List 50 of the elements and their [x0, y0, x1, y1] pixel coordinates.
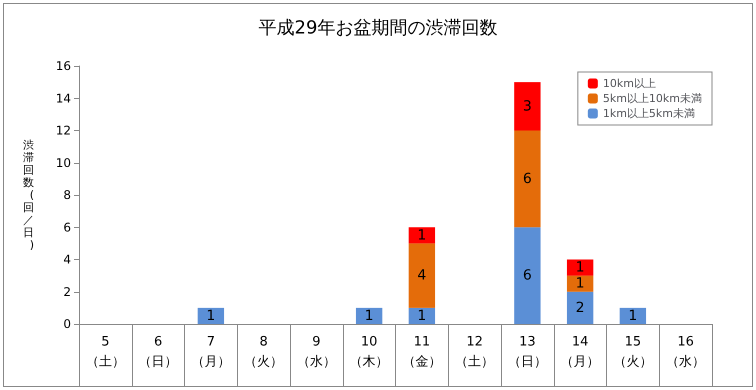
data-label: 1 — [417, 227, 426, 244]
bar — [566, 260, 594, 276]
y-tick-label: 8 — [63, 188, 71, 202]
data-label: 6 — [522, 268, 532, 284]
bar — [408, 227, 436, 244]
bar — [566, 276, 594, 292]
data-label: 1 — [576, 260, 585, 276]
x-tick-label: 11 （金） — [402, 334, 442, 370]
x-tick-label: 9 （水） — [296, 334, 336, 370]
x-tick-label: 16 （水） — [666, 334, 706, 370]
y-tick-label: 2 — [63, 284, 71, 299]
data-label: 2 — [576, 300, 585, 316]
chart-title: 平成29年お盆期間の渋滞回数 — [258, 18, 498, 38]
data-label: 1 — [417, 308, 426, 324]
y-tick-label: 6 — [63, 220, 71, 234]
x-tick-label: 8 （火） — [244, 334, 284, 370]
x-tick-label: 7 （月） — [191, 334, 230, 370]
bar — [198, 308, 224, 324]
data-label: 1 — [628, 308, 638, 324]
x-tick-label: 14 （月） — [560, 334, 600, 370]
y-tick-label: 14 — [56, 91, 71, 106]
bar — [514, 82, 541, 130]
text: 渋滞回数(回／日) — [23, 138, 34, 252]
bar — [514, 130, 541, 228]
data-label: 3 — [522, 98, 532, 114]
x-tick-label: 5 （土） — [86, 334, 125, 370]
data-label: 1 — [576, 276, 585, 292]
bar — [620, 308, 646, 324]
x-tick-label: 13 （日） — [508, 334, 547, 370]
legend-label: 5km以上10km未満 — [602, 92, 702, 105]
legend-label: 1km以上5km未満 — [602, 107, 696, 120]
y-tick-label: 0 — [63, 317, 71, 331]
y-tick-label: 16 — [56, 59, 71, 73]
y-tick-label: 4 — [63, 252, 71, 266]
data-label: 4 — [417, 268, 426, 284]
data-label: 6 — [522, 170, 532, 187]
x-tick-label: 15 （火） — [613, 334, 652, 370]
legend-label: 10km以上 — [602, 77, 656, 90]
bar — [514, 227, 541, 324]
x-tick-label: 6 （日） — [138, 334, 178, 370]
data-label: 1 — [206, 308, 216, 324]
x-tick-label: 12 （土） — [455, 334, 494, 370]
bar — [566, 292, 594, 324]
x-tick-label: 10 （木） — [350, 334, 389, 370]
y-tick-label: 10 — [56, 156, 71, 170]
bar — [408, 308, 436, 324]
bar — [408, 243, 436, 308]
data-label: 1 — [364, 308, 374, 324]
y-tick-label: 12 — [56, 124, 71, 138]
bar — [356, 308, 382, 324]
